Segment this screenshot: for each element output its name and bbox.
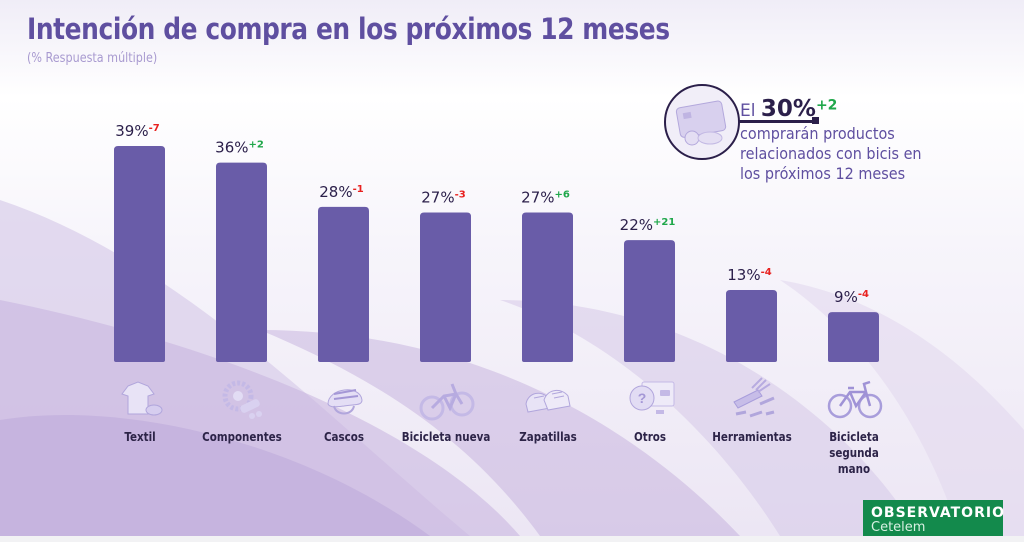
value-text: 39% (115, 122, 148, 140)
bar-bicicleta-nueva (420, 212, 471, 362)
category-label: Bicicleta nueva (398, 429, 493, 445)
logo-line1: OBSERVATORIO (871, 505, 1005, 521)
value-text: 28% (319, 183, 352, 201)
change-text: -7 (149, 123, 160, 134)
category-label: Cascos (296, 429, 391, 445)
bar-zapatillas (522, 212, 573, 362)
callout-line: los próximos 12 meses (740, 164, 906, 183)
bar-herramientas (726, 290, 777, 362)
used-bicycle-icon (824, 374, 884, 424)
callout-connector (739, 120, 816, 123)
callout-value: 30% (760, 96, 816, 122)
credit-card-icon (664, 84, 740, 160)
category-label-line: Otros (633, 430, 666, 444)
svg-text:?: ? (637, 390, 646, 406)
category-label-line: Componentes (201, 430, 282, 444)
bar-textil (114, 146, 165, 362)
callout-prefix: El (740, 101, 756, 121)
category-label: Herramientas (704, 429, 799, 445)
value-label: 9%-4 (834, 288, 869, 306)
category-label-line: mano (837, 462, 870, 476)
shoes-icon (518, 374, 578, 424)
category-label: Otros (602, 429, 697, 445)
bar-componentes (216, 162, 267, 362)
category-label: Componentes (194, 429, 289, 445)
callout-description: comprarán productos relacionados con bic… (740, 124, 922, 184)
change-text: -4 (858, 289, 869, 300)
callout-change: +2 (815, 97, 838, 114)
value-label: 39%-7 (115, 122, 159, 140)
category-label: Bicicleta segunda mano (806, 429, 901, 477)
change-text: +21 (653, 217, 675, 228)
change-text: -1 (353, 184, 364, 195)
jersey-icon (110, 374, 170, 424)
observatorio-cetelem-logo: OBSERVATORIO Cetelem (863, 500, 1005, 536)
bar-bicicleta-segunda-mano (828, 312, 879, 362)
callout-line: relacionados con bicis en (740, 144, 922, 163)
page-title: Intención de compra en los próximos 12 m… (27, 12, 670, 46)
value-label: 27%+6 (521, 188, 570, 206)
question-screen-icon: ? (620, 374, 680, 424)
category-label-line: Bicicleta nueva (401, 430, 490, 444)
value-text: 36% (215, 139, 248, 157)
category-label-line: Cascos (323, 430, 364, 444)
category-label-line: Textil (123, 430, 156, 444)
change-text: -4 (761, 267, 772, 278)
logo-line2: Cetelem (871, 520, 926, 535)
gear-components-icon (212, 374, 272, 424)
change-text: +6 (555, 189, 570, 200)
callout-headline: El 30%+2 (740, 96, 837, 122)
value-text: 13% (727, 266, 760, 284)
callout-line: comprarán productos (740, 124, 895, 143)
value-text: 22% (620, 216, 653, 234)
value-label: 36%+2 (215, 139, 264, 157)
bar-otros (624, 240, 675, 362)
tools-icon (722, 374, 782, 424)
value-text: 9% (834, 288, 858, 306)
callout-connector-end (812, 117, 819, 124)
category-label-line: Zapatillas (518, 430, 577, 444)
category-label: Textil (92, 429, 187, 445)
category-label-line: Herramientas (711, 430, 792, 444)
value-label: 22%+21 (620, 216, 676, 234)
value-label: 28%-1 (319, 183, 363, 201)
value-label: 27%-3 (421, 188, 465, 206)
new-bicycle-icon (416, 374, 476, 424)
value-label: 13%-4 (727, 266, 771, 284)
page-subtitle: (% Respuesta múltiple) (27, 51, 158, 66)
change-text: +2 (249, 140, 264, 151)
bottom-strip (0, 536, 1024, 542)
value-text: 27% (421, 188, 454, 206)
callout: El 30%+2 comprarán productos relacionado… (664, 82, 964, 192)
bar-cascos (318, 206, 369, 362)
category-label-line: Bicicleta segunda (828, 430, 879, 460)
value-text: 27% (521, 188, 554, 206)
change-text: -3 (455, 189, 466, 200)
category-label: Zapatillas (500, 429, 595, 445)
helmet-icon (314, 374, 374, 424)
